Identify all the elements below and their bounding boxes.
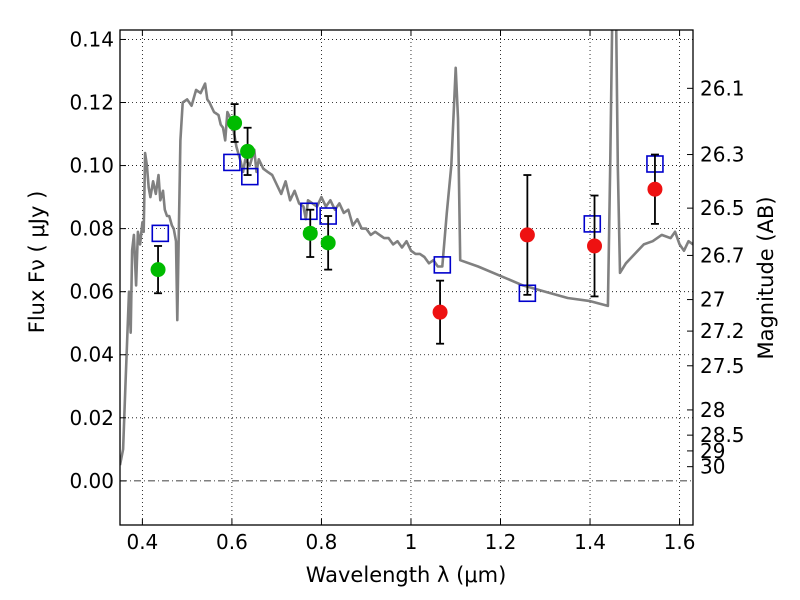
model-square-marker: [223, 153, 241, 172]
photometry-point: [302, 225, 318, 241]
y-tick-label: 0.08: [69, 217, 114, 241]
y-tick-label: 0.00: [69, 469, 114, 493]
y-tick-label: 0.06: [69, 280, 114, 304]
y-tick-label: 0.12: [69, 91, 114, 115]
y-tick-label: 0.04: [69, 343, 114, 367]
photometry-point: [240, 143, 256, 159]
y-tick-label: 0.14: [69, 27, 114, 51]
model-square-marker: [300, 202, 318, 221]
y2-tick-label: 27.5: [700, 354, 745, 378]
y-tick-label: 0.10: [69, 154, 114, 178]
x-tick-label: 0.4: [126, 530, 158, 554]
axis-ticks: 0.4 0.6 0.8 1 1.2 1.4 1.6 0.00 0.02 0.04 0.06 0.08 0…: [69, 27, 744, 554]
y2-tick-label: 28: [700, 398, 725, 422]
x-tick-label: 1.2: [485, 530, 517, 554]
photometry-point: [519, 227, 535, 243]
y2-tick-label: 29: [700, 439, 725, 463]
photometry-point: [432, 304, 448, 320]
photometry-point: [227, 115, 243, 131]
photometry-point: [150, 262, 166, 278]
y2-tick-label: 26.5: [700, 196, 745, 220]
y2-axis-label: Magnitude (AB): [754, 196, 778, 359]
model-spectrum-line: [120, 30, 693, 466]
x-tick-label: 1.4: [574, 530, 606, 554]
model-square-marker: [241, 167, 259, 186]
plot-frame: [119, 29, 694, 526]
photometry-point: [647, 181, 663, 197]
x-tick-label: 1: [405, 530, 418, 554]
y2-tick-label: 28.5: [700, 423, 745, 447]
y2-tick-label: 30: [700, 455, 725, 479]
photometry-point: [320, 235, 336, 251]
y2-tick-label: 26.1: [700, 76, 745, 100]
y-axis-label: Flux Fν ( μJy ): [25, 191, 49, 334]
model-square-marker: [151, 224, 170, 243]
grid-lines: [120, 30, 693, 525]
x-tick-label: 1.6: [664, 530, 696, 554]
y-tick-label: 0.02: [69, 406, 114, 430]
y2-tick-label: 27: [700, 288, 725, 312]
y2-tick-label: 26.3: [700, 143, 745, 167]
model-square-marker: [433, 256, 452, 274]
model-square-marker: [583, 215, 602, 233]
data-layer: [120, 30, 693, 466]
y2-tick-label: 27.2: [700, 319, 745, 343]
x-tick-label: 0.6: [216, 530, 248, 554]
x-axis-label: Wavelength λ (μm): [306, 563, 507, 587]
photometry-point: [587, 238, 603, 254]
y2-tick-label: 26.7: [700, 243, 745, 267]
x-tick-label: 0.8: [306, 530, 338, 554]
plot-background: [120, 30, 693, 525]
